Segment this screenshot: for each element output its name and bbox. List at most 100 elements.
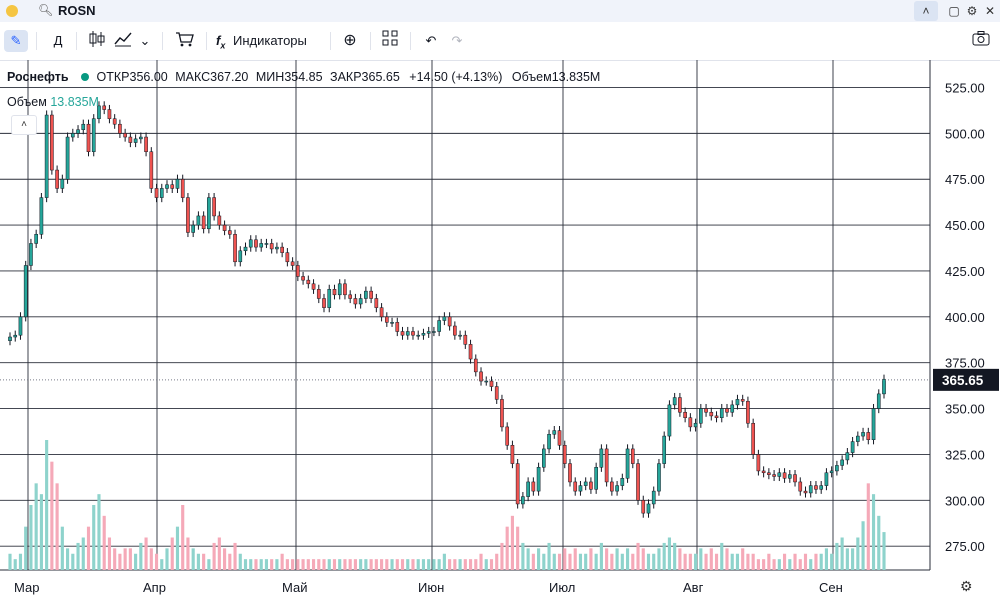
candle-body [238, 250, 243, 263]
volume-bar [196, 553, 200, 570]
volume-bar [678, 548, 682, 570]
interval-button[interactable]: Д [53, 33, 63, 48]
candle-body [217, 215, 222, 226]
pencil-icon[interactable]: ✎ [4, 30, 28, 52]
volume-bar [175, 526, 180, 570]
candle-body [212, 197, 216, 217]
gear-icon[interactable]: ⚙ [966, 4, 978, 18]
redo-icon[interactable]: ↷ [451, 33, 463, 48]
candle-body [301, 276, 305, 281]
search-icon[interactable]: 🔍︎ [38, 3, 54, 17]
candle-body [442, 316, 447, 321]
candle-body [871, 408, 876, 440]
cart-icon[interactable] [174, 30, 196, 52]
volume-bar [782, 553, 787, 570]
candle-body [395, 322, 400, 332]
candle-body [107, 109, 112, 119]
volume-bar [249, 559, 253, 570]
change-value: +14.50 (+4.13%) [409, 70, 503, 84]
close-label: ЗАКР [330, 70, 362, 84]
candle-body [761, 470, 766, 474]
candle-body [112, 118, 117, 125]
volume-bar [777, 559, 781, 570]
collapse-legend-button[interactable]: ˄ [11, 115, 37, 135]
candle-body [128, 136, 133, 143]
volume-bar [594, 553, 598, 570]
candle-body [186, 197, 190, 233]
candle-body [353, 298, 358, 305]
symbol-search-input[interactable]: ROSN [58, 3, 96, 18]
candle-body [447, 316, 452, 327]
volume-bar [291, 559, 295, 570]
candle-body [531, 481, 536, 492]
candle-body [348, 294, 352, 299]
candle-body [782, 472, 787, 479]
plus-circle-icon[interactable]: ⊕ [343, 32, 357, 49]
candle-body [144, 136, 148, 152]
price-chart[interactable]: 275.00 300.00 325.00 350.00 375.00 400.00 425.… [0, 60, 1000, 601]
low-label: МИН [255, 70, 285, 84]
volume-bar [411, 559, 415, 570]
candle-body [97, 105, 101, 119]
area-icon[interactable] [112, 30, 134, 52]
candle-body [767, 472, 771, 475]
volume-bar [861, 521, 865, 570]
volume-bar [238, 553, 242, 570]
toolbar-divider [330, 32, 331, 50]
volume-bar [772, 559, 776, 570]
candle-body [259, 243, 264, 248]
volume-bar [311, 559, 316, 570]
chevron-up-icon[interactable]: ˄ [914, 1, 938, 21]
candles-icon[interactable] [86, 30, 108, 52]
volume-legend: Объем 13.835M [7, 95, 99, 109]
volume-bar [463, 559, 467, 570]
candle-body [296, 265, 300, 277]
camera-icon[interactable] [970, 30, 992, 52]
candle-body [536, 467, 541, 492]
volume-bar [605, 548, 609, 570]
window-dot-icon [6, 5, 18, 17]
volume-bar [636, 542, 640, 570]
market-status-icon [80, 73, 89, 81]
candle-body [479, 371, 483, 382]
grid-icon[interactable] [380, 30, 400, 52]
indicators-button[interactable]: fx Индикаторы [216, 30, 320, 52]
candle-body [421, 333, 426, 336]
volume-bar [704, 553, 708, 570]
candle-body [374, 298, 379, 308]
volume-bar [709, 548, 713, 570]
square-icon[interactable]: ▢ [948, 4, 960, 18]
candle-body [76, 129, 80, 134]
candle-body [641, 500, 646, 514]
volume-bar [338, 559, 342, 570]
volume-bar [24, 526, 28, 570]
volume-bar [228, 553, 232, 570]
toolbar-divider [162, 32, 163, 50]
candle-body [610, 481, 614, 492]
volume-bar [390, 559, 394, 570]
volume-bar [814, 553, 818, 570]
candle-body [369, 290, 373, 299]
candle-body [400, 331, 405, 336]
candle-body [123, 133, 127, 138]
chevron-down-icon[interactable]: ⌄ [139, 33, 151, 48]
volume-bar [599, 542, 603, 570]
chart-settings-icon[interactable]: ⚙ [960, 578, 973, 594]
volume-bar [442, 553, 446, 570]
volume-bar [207, 559, 211, 570]
x-tick-label: Май [282, 580, 307, 595]
candle-body [856, 435, 860, 442]
x-tick-label: Мар [14, 580, 39, 595]
candle-body [557, 430, 562, 446]
volume-bar [65, 548, 70, 570]
y-tick-label: 375.00 [945, 356, 985, 371]
volume-bar [484, 559, 488, 570]
candle-body [390, 322, 394, 324]
candle-body [730, 404, 735, 413]
undo-icon[interactable]: ↶ [425, 33, 437, 48]
volume-bar [86, 526, 91, 570]
close-icon[interactable]: ✕ [984, 4, 996, 18]
candle-body [693, 422, 698, 428]
candle-body [316, 289, 321, 299]
candle-body [468, 344, 473, 360]
